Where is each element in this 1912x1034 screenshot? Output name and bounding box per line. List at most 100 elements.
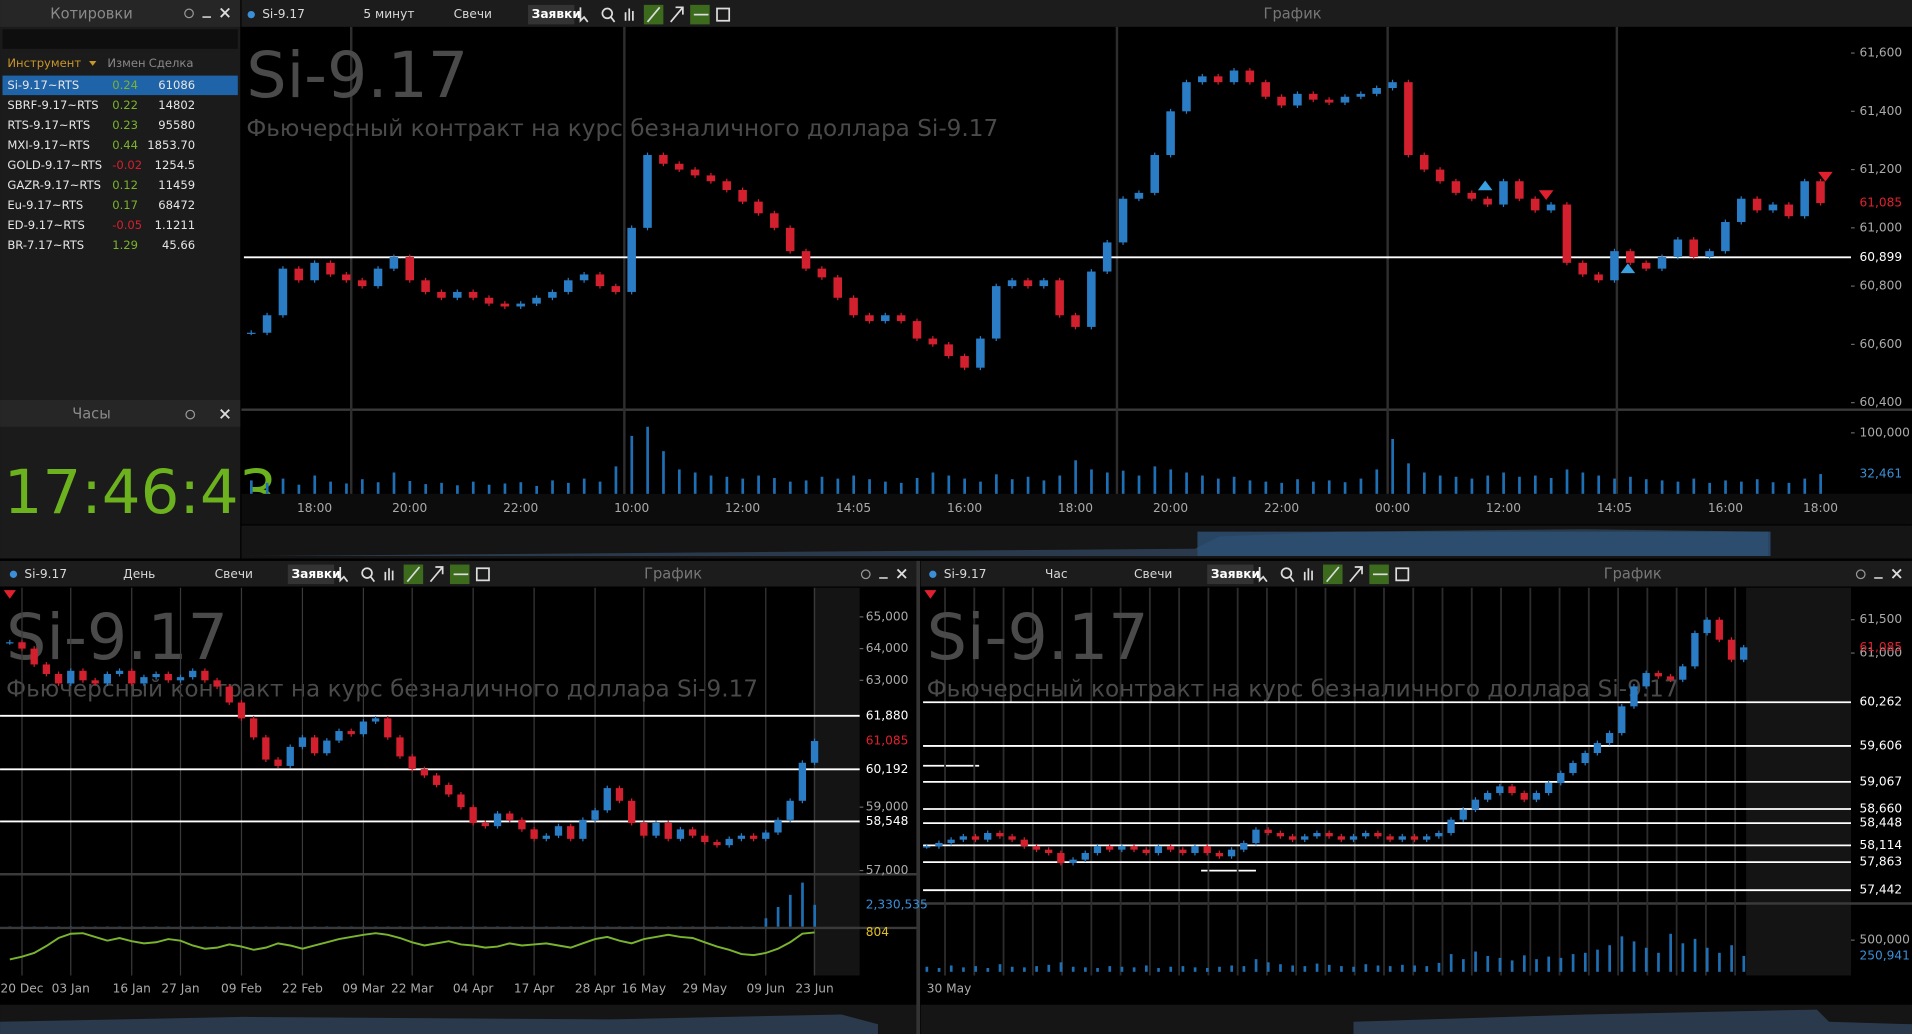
style-select[interactable]: Свечи — [215, 567, 253, 581]
candle — [18, 642, 26, 649]
volume-bar — [1498, 957, 1502, 972]
volume-bar — [1232, 476, 1236, 494]
tool-icon[interactable] — [339, 566, 349, 583]
candle — [627, 227, 636, 292]
selected-row[interactable] — [2, 75, 238, 96]
tool-icon[interactable] — [670, 6, 684, 23]
orders-button-bg[interactable] — [528, 4, 575, 25]
search-box[interactable] — [2, 29, 238, 49]
settings-icon[interactable] — [1855, 569, 1866, 580]
volume-bar — [1059, 962, 1063, 972]
tool-icon[interactable] — [716, 7, 731, 22]
volume-bar — [1327, 964, 1331, 972]
close-icon[interactable] — [896, 568, 907, 579]
instrument-select[interactable]: Si-9.17 — [262, 7, 305, 21]
volume-bar — [297, 484, 301, 494]
tool-icon[interactable] — [601, 7, 616, 23]
candle — [1581, 753, 1589, 764]
last-price-label: 61,085 — [1860, 196, 1903, 210]
tool-icon[interactable] — [624, 8, 634, 21]
candle — [935, 842, 943, 847]
candle — [563, 280, 573, 292]
tool-icon[interactable] — [475, 567, 490, 582]
volume-bar — [1248, 480, 1252, 494]
interval-select[interactable]: 5 минут — [363, 7, 414, 21]
tool-icon[interactable] — [429, 566, 444, 583]
style-select[interactable]: Свечи — [454, 7, 492, 21]
candle — [500, 303, 510, 307]
orders-button[interactable]: Заявки — [1211, 567, 1260, 581]
volume-bar — [1755, 479, 1759, 494]
tool-icon[interactable] — [1280, 567, 1295, 583]
candle — [189, 670, 197, 678]
candle — [1435, 832, 1443, 837]
x-tick-label: 18:00 — [1058, 501, 1093, 515]
volume-bar — [1026, 476, 1030, 494]
candle — [1069, 859, 1077, 863]
interval-select[interactable]: Час — [1045, 567, 1068, 581]
volume-bar — [836, 478, 840, 494]
orders-button-bg[interactable] — [287, 564, 335, 585]
orders-button[interactable]: Заявки — [291, 567, 340, 581]
candle — [722, 181, 732, 190]
candle — [115, 670, 124, 674]
tool-icon[interactable] — [1395, 567, 1410, 582]
settings-icon[interactable] — [184, 8, 194, 19]
interval-select[interactable]: День — [123, 567, 155, 581]
volume-bar — [693, 472, 697, 494]
candle — [1569, 763, 1577, 774]
clock-time: 17:46:43 — [4, 457, 278, 528]
change: -0.05 — [112, 218, 142, 232]
volume-bar — [899, 482, 903, 494]
tool-icon[interactable] — [579, 7, 589, 23]
candle — [1594, 274, 1603, 281]
volume-bar — [1629, 476, 1632, 494]
candle — [1276, 832, 1285, 837]
tool-icon[interactable] — [1326, 566, 1340, 583]
volume-bar — [1644, 479, 1648, 494]
volume-bar — [709, 475, 713, 494]
volume-bar — [1376, 965, 1380, 972]
tool-icon[interactable] — [1258, 566, 1268, 583]
candle — [960, 356, 969, 368]
settings-icon[interactable] — [185, 409, 196, 420]
volume-bar — [1486, 475, 1490, 494]
close-icon[interactable] — [1891, 568, 1902, 579]
y-tick-label: 61,000 — [1860, 646, 1903, 660]
buy-marker — [1620, 263, 1636, 274]
instrument: MXI-9.17~RTS — [7, 138, 90, 152]
tool-icon[interactable] — [1303, 568, 1313, 581]
candle — [1451, 181, 1461, 193]
tool-icon[interactable] — [406, 566, 421, 583]
candle — [1626, 251, 1635, 263]
close-icon[interactable] — [220, 409, 230, 419]
instrument-select[interactable]: Si-9.17 — [944, 567, 987, 581]
tool-icon[interactable] — [361, 567, 376, 583]
navigator-window[interactable] — [1197, 531, 1771, 557]
candle — [1045, 849, 1053, 853]
candle — [615, 788, 624, 801]
volume-bar — [1205, 968, 1209, 972]
close-icon[interactable] — [220, 7, 230, 18]
candle — [1610, 251, 1619, 281]
volume-bar — [1565, 469, 1569, 494]
volume-bar — [1407, 463, 1410, 494]
instrument-select[interactable]: Si-9.17 — [24, 567, 67, 581]
volume-bar — [1296, 479, 1299, 494]
volume-bar — [1522, 955, 1526, 972]
candle — [1154, 846, 1163, 853]
orders-button[interactable]: Заявки — [532, 7, 581, 21]
x-tick-label: 17 Apr — [514, 981, 555, 995]
tool-icon[interactable] — [384, 568, 394, 581]
settings-icon[interactable] — [860, 569, 871, 580]
volume-bar — [764, 918, 768, 927]
indicator-line — [9, 931, 815, 961]
candle — [1372, 88, 1381, 94]
candle — [1447, 819, 1455, 833]
candle — [347, 731, 355, 735]
style-select[interactable]: Свечи — [1134, 567, 1172, 581]
tool-icon[interactable] — [1349, 566, 1363, 583]
tool-icon[interactable] — [646, 6, 661, 23]
orders-button-bg[interactable] — [1207, 564, 1254, 585]
candle — [79, 670, 87, 681]
